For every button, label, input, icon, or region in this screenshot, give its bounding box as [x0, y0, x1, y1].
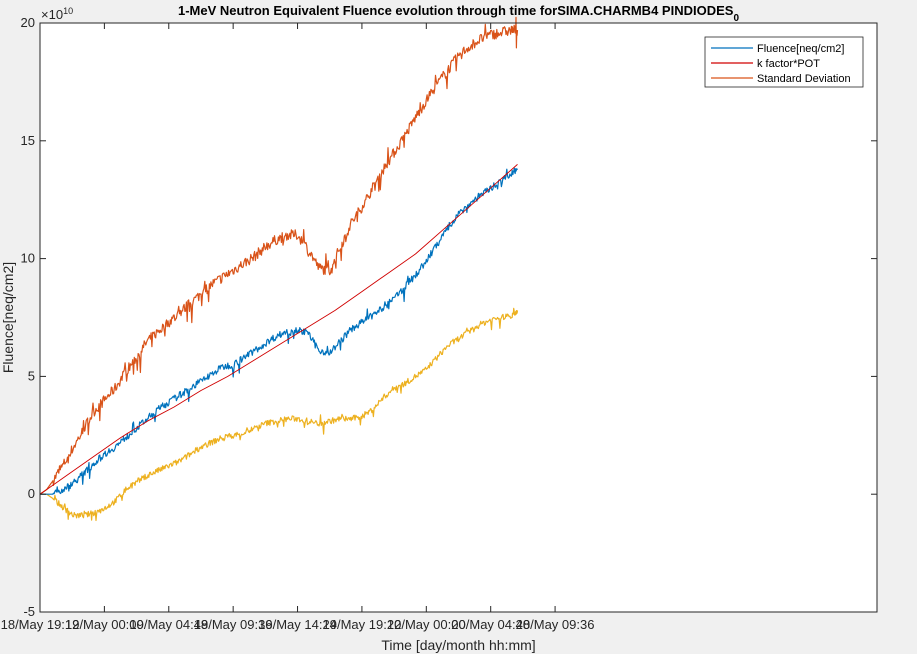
series-line-unnamed	[39, 307, 519, 522]
legend: Fluence[neq/cm2] k factor*POT Standard Dev…	[704, 36, 864, 88]
series-line-fluence-neq-cm2-	[39, 167, 518, 495]
y-tick-label: 0	[28, 486, 35, 501]
x-tick-label: 20/May 09:36	[516, 617, 595, 632]
x-tick-label: 20/May 04:48	[451, 617, 530, 632]
chart-title-main: 1-MeV Neutron Equivalent Fluence evoluti…	[178, 3, 734, 18]
legend-box	[704, 36, 864, 88]
y-exponent-power: 10	[63, 6, 73, 16]
y-tick-label: -5	[23, 604, 35, 619]
legend-entry: Standard Deviation	[757, 73, 851, 85]
chart-title-subscript: 0	[733, 13, 739, 24]
y-tick-label: 5	[28, 368, 35, 383]
x-tick-label: 19/May 04:48	[129, 617, 208, 632]
x-tick-label: 19/May 00:00	[65, 617, 144, 632]
series-line-k-factor-pot	[39, 164, 518, 495]
x-tick-label: 20/May 00:00	[387, 617, 466, 632]
y-tick-label: 15	[21, 133, 35, 148]
y-axis-label: Fluence[neq/cm2]	[0, 262, 16, 373]
x-tick-label: 18/May 19:12	[1, 617, 80, 632]
plot-area	[40, 23, 877, 612]
x-tick-label: 19/May 09:36	[194, 617, 273, 632]
legend-entry: k factor*POT	[757, 58, 820, 70]
y-tick-label: 10	[21, 251, 35, 266]
x-axis-label: Time [day/month hh:mm]	[381, 637, 535, 653]
x-tick-label: 19/May 19:12	[323, 617, 402, 632]
y-tick-label: 20	[21, 15, 35, 30]
series-line-standard-deviation	[39, 16, 519, 495]
chart-title: 1-MeV Neutron Equivalent Fluence evoluti…	[178, 3, 739, 24]
axes-frame	[39, 22, 878, 613]
y-axis-exponent: ×1010	[41, 6, 73, 22]
y-exponent-base: ×10	[41, 7, 63, 22]
x-tick-label: 19/May 14:24	[258, 617, 337, 632]
legend-entry: Fluence[neq/cm2]	[757, 43, 844, 55]
